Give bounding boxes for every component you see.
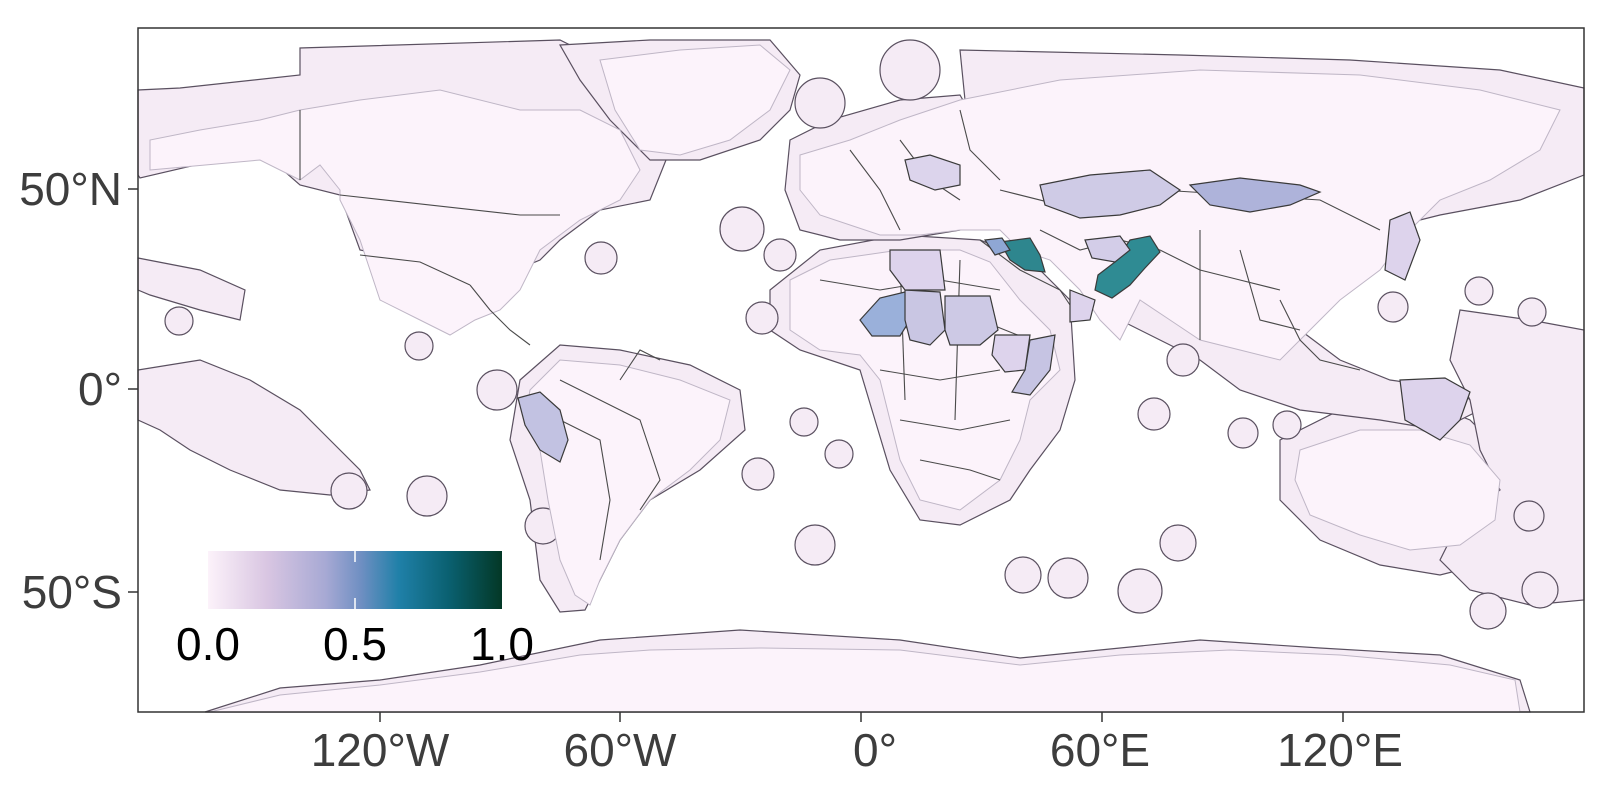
land-australia [1294,429,1501,551]
region-japan [1384,211,1421,281]
eez-south-ocean-1 [1469,592,1507,630]
colorbar-label: 0.0 [176,618,240,670]
border-asia-4 [1239,249,1301,331]
land-north-america [149,89,641,336]
region-mongolia [1188,177,1322,213]
eez-guam [1464,276,1494,306]
region-syria [983,237,1011,256]
border-south-america-1 [559,379,661,511]
eez-wake [1517,297,1547,327]
eez-marquesas [406,475,448,517]
eez-chagos [1166,343,1200,377]
land-antarctica [209,647,1521,713]
land-eurasia [799,69,1561,361]
eez-seychelles [1227,417,1259,449]
region-iraq [999,237,1046,273]
border-canada-usa [339,194,560,216]
region-sudan [944,295,999,346]
border-africa-5 [919,459,1001,481]
eez-prince-edward [1117,568,1163,614]
y-tick-label: 50°S [22,566,122,618]
region-libya [889,249,946,291]
x-tick-label: 0° [853,724,897,776]
eez-galapagos [476,369,518,411]
country-borders [299,109,1381,561]
region-peru [517,391,569,463]
region-kazakhstan [1039,169,1182,219]
eez-ascension [824,439,854,469]
border-africa-4 [899,419,1011,431]
colorbar-label: 0.5 [323,618,387,670]
region-arabia [1069,289,1096,323]
eez-pacific-chain [137,257,246,321]
region-ethiopia [991,334,1031,373]
eez-sw-atlantic [741,457,775,491]
x-axis: 120°W 60°W 0° 60°E 120°E [311,712,1403,776]
x-tick-label: 60°E [1050,724,1150,776]
choropleth-highlights [517,154,1471,463]
eez-canary [763,238,797,272]
border-south-america-2 [559,419,611,561]
eez-mauritius [1137,397,1171,431]
eez-clipperton [404,331,434,361]
map-panel [137,27,1585,713]
x-tick-label: 120°W [311,724,450,776]
border-central-america [469,284,531,346]
x-tick-label: 120°E [1277,724,1403,776]
border-south-america-3 [619,349,661,381]
colorbar-label: 1.0 [470,618,534,670]
region-chad [904,289,946,346]
eez-azores [719,206,765,252]
eez-bermuda [584,241,618,275]
region-afghanistan [1084,235,1131,263]
eez-kerguelen [1159,524,1197,562]
eez-tasman [1377,291,1409,323]
eez-st-helena [789,407,819,437]
y-tick-label: 50°N [19,163,122,215]
eez-svalbard [879,39,941,101]
land-south-america [524,359,731,606]
region-europe-east [904,154,961,191]
y-axis: 50°N 0° 50°S [19,163,138,618]
land-greenland [599,44,791,156]
eez-south-ocean-2 [1521,571,1559,609]
eez-south-ocean-3 [1513,500,1545,532]
border-europe-3 [959,109,1001,181]
border-usa-mexico [359,254,471,286]
eez-cape-verde [745,301,779,335]
x-tick-label: 60°W [564,724,678,776]
eez-jan-mayen [794,77,846,129]
border-africa-3 [879,369,1001,381]
region-indonesia-east [1399,377,1471,441]
colorbar-legend: 0.0 0.5 1.0 [176,551,534,670]
eez-crozet [1047,557,1089,599]
eez-pitcairn [330,472,368,510]
eez-heard [1004,556,1042,594]
border-asia-2 [1159,249,1281,291]
border-europe-1 [849,149,901,231]
border-southeast-asia [1279,299,1361,371]
eez-maldives [1272,410,1302,440]
region-pakistan [1094,235,1161,299]
eez-hawaii-west [164,306,194,336]
y-tick-label: 0° [78,363,122,415]
eez-tristan [794,524,836,566]
